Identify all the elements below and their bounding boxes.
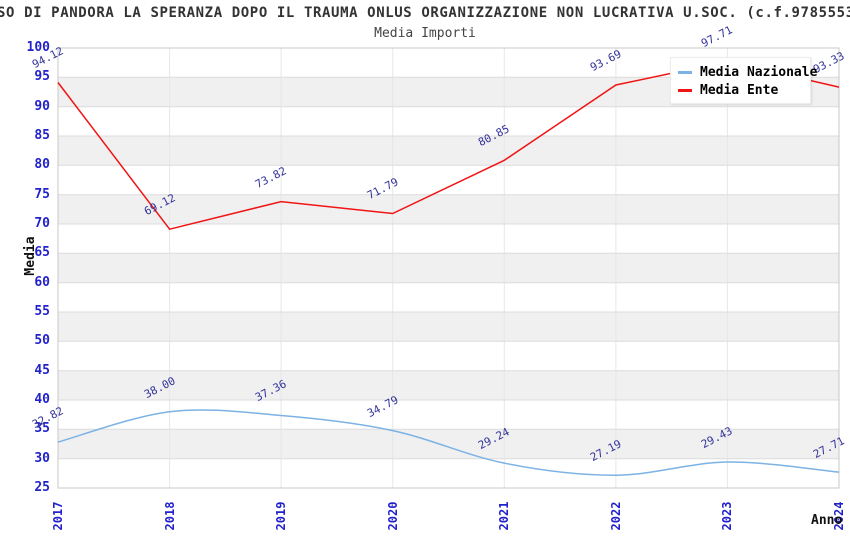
legend-item-media-ente: Media Ente — [678, 81, 810, 99]
chart-subtitle: Media Importi — [374, 26, 476, 41]
x-tick-label: 2018 — [163, 501, 177, 531]
chart-title: SO DI PANDORA LA SPERANZA DOPO IL TRAUMA… — [0, 5, 850, 21]
y-tick-label: 85 — [34, 128, 50, 143]
band — [58, 194, 839, 224]
y-tick-label: 70 — [34, 216, 50, 231]
x-axis-title: Anno — [811, 513, 843, 528]
y-tick-label: 55 — [34, 304, 50, 319]
y-tick-label: 50 — [34, 333, 50, 348]
y-tick-label: 100 — [26, 40, 50, 55]
y-tick-label: 75 — [34, 187, 50, 202]
legend-label-media-nazionale: Media Nazionale — [700, 64, 818, 80]
y-tick-label: 35 — [34, 421, 50, 436]
y-axis-title: Media — [23, 236, 38, 276]
legend: Media Nazionale Media Ente — [670, 57, 817, 104]
x-tick-label: 2017 — [51, 501, 65, 531]
x-tick-label: 2022 — [609, 501, 623, 531]
y-tick-label: 80 — [34, 157, 50, 172]
plot-border — [57, 47, 840, 489]
y-tick-label: 90 — [34, 99, 50, 114]
y-tick-label: 65 — [34, 245, 50, 260]
y-tick-label: 45 — [34, 363, 50, 378]
nazionale-line-swatch — [678, 70, 692, 74]
band — [58, 312, 839, 342]
y-tick-label: 40 — [34, 392, 50, 407]
y-tick-label: 95 — [34, 69, 50, 84]
x-tick-label: 2019 — [274, 501, 288, 531]
x-tick-label: 2020 — [386, 501, 400, 531]
band — [58, 370, 839, 400]
legend-item-media-nazionale: Media Nazionale — [678, 63, 817, 81]
y-tick-label: 60 — [34, 275, 50, 290]
y-tick-label: 30 — [34, 451, 50, 466]
series-line-media-nazionale — [57, 409, 840, 476]
ente-line-swatch — [678, 88, 692, 92]
x-tick-label: 2023 — [720, 501, 734, 531]
band — [58, 136, 839, 166]
band — [58, 253, 839, 283]
y-tick-label: 25 — [34, 480, 50, 495]
band — [58, 429, 839, 459]
legend-label-media-ente: Media Ente — [700, 82, 779, 98]
x-tick-label: 2021 — [497, 501, 511, 531]
